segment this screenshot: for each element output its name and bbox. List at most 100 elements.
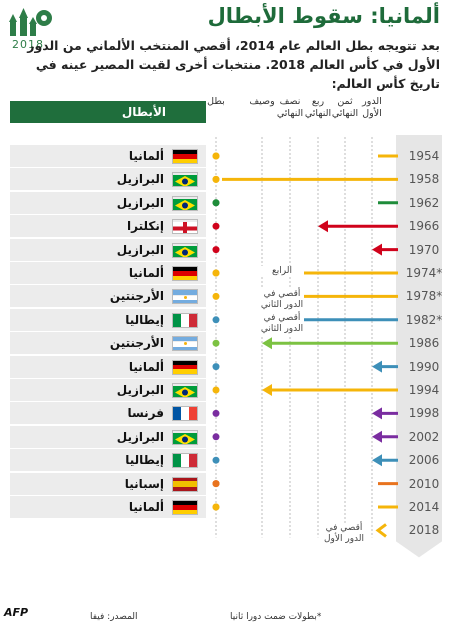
italy-flag-icon bbox=[172, 453, 198, 469]
brazil-flag-icon bbox=[172, 429, 198, 445]
team-name: الأرجنتين bbox=[109, 289, 164, 304]
arrow-head bbox=[372, 430, 382, 443]
footnote: *بطولات ضمت دورا ثانيا bbox=[230, 612, 322, 622]
champion-row: البرازيل bbox=[10, 238, 206, 261]
year-label: 1958 bbox=[408, 172, 440, 187]
champion-row: إسبانيا bbox=[10, 472, 206, 495]
year-label: 2014 bbox=[408, 500, 440, 514]
england-flag-icon bbox=[172, 219, 198, 235]
team-name: ألمانيا bbox=[128, 149, 164, 163]
stage-note: الرابع bbox=[260, 266, 304, 277]
world-cup-2018-logo bbox=[9, 8, 52, 36]
champion-dot bbox=[212, 433, 220, 441]
champions-column-header: الأبطال bbox=[10, 101, 206, 123]
france-flag-icon bbox=[172, 406, 198, 422]
year-label: 2018 bbox=[408, 523, 440, 538]
team-name: ألمانيا bbox=[128, 500, 164, 514]
champion-dot bbox=[212, 339, 220, 347]
team-name: إسبانيا bbox=[124, 476, 164, 491]
year-label: 1994 bbox=[408, 383, 440, 397]
year-label: 1962 bbox=[408, 195, 440, 210]
arrows-layer bbox=[212, 152, 398, 538]
stage-note: أقصي في الدور الأول bbox=[322, 523, 366, 546]
champion-dot bbox=[212, 503, 220, 511]
champion-row: ألمانيا bbox=[10, 145, 206, 167]
arrow-head bbox=[262, 384, 272, 396]
champion-row: إنكلترا bbox=[10, 215, 206, 238]
stage-header: ثمن النهائي bbox=[331, 96, 359, 119]
champion-dot bbox=[212, 269, 220, 277]
year-label: 1990 bbox=[408, 359, 440, 374]
stage-grid-layer bbox=[215, 137, 373, 538]
champion-row: البرازيل bbox=[10, 168, 206, 191]
stage-note: أقصي في الدور الثاني bbox=[260, 312, 304, 335]
champion-dot bbox=[212, 409, 220, 417]
source-label: المصدر: فيفا bbox=[90, 612, 138, 622]
chart-background-layer bbox=[396, 135, 442, 558]
champion-row: البرازيل bbox=[10, 425, 206, 448]
arrow-head bbox=[262, 337, 272, 350]
champion-dot bbox=[212, 456, 220, 464]
champion-row: ألمانيا bbox=[10, 262, 206, 284]
champion-row: إيطاليا bbox=[10, 449, 206, 472]
arrow-head bbox=[372, 243, 382, 256]
champion-row: إيطاليا bbox=[10, 308, 206, 331]
stage-header: الدور الأول bbox=[362, 96, 382, 119]
year-label: 1954 bbox=[408, 149, 440, 163]
spain-flag-icon bbox=[172, 476, 198, 492]
team-name: إيطاليا bbox=[125, 312, 164, 327]
team-name: إيطاليا bbox=[125, 453, 164, 468]
champion-row: الأرجنتين bbox=[10, 332, 206, 355]
page-subtitle: بعد تتويجه بطل العالم عام 2014، أقصي الم… bbox=[27, 38, 440, 91]
argentina-flag-icon bbox=[172, 336, 198, 352]
champion-row: الأرجنتين bbox=[10, 285, 206, 308]
stage-note: أقصي في الدور الثاني bbox=[260, 289, 304, 312]
champion-dot bbox=[212, 199, 220, 207]
year-label: 1966 bbox=[408, 219, 440, 234]
champion-row: فرنسا bbox=[10, 402, 206, 425]
champion-dot bbox=[212, 292, 220, 300]
germany-flag-icon bbox=[172, 266, 198, 281]
year-label: 1974* bbox=[405, 266, 443, 280]
page-title: ألمانيا: سقوط الأبطال bbox=[207, 4, 440, 28]
year-label: 1986 bbox=[408, 336, 440, 351]
team-name: الأرجنتين bbox=[109, 336, 164, 351]
champion-dot bbox=[212, 175, 220, 183]
champion-row: البرازيل bbox=[10, 379, 206, 401]
stage-header: وصيف bbox=[249, 96, 275, 107]
year-label: 1978* bbox=[405, 289, 443, 304]
argentina-flag-icon bbox=[172, 289, 198, 305]
years-arrow-background bbox=[396, 135, 442, 558]
champion-dot bbox=[212, 222, 220, 230]
arrow-head bbox=[372, 407, 382, 420]
stage-header: بطل bbox=[207, 96, 225, 107]
brazil-flag-icon bbox=[172, 242, 198, 258]
year-label: 1982* bbox=[405, 312, 443, 327]
year-label: 1970 bbox=[408, 242, 440, 257]
team-name: البرازيل bbox=[116, 383, 164, 397]
champion-dot bbox=[212, 246, 220, 254]
brazil-flag-icon bbox=[172, 195, 198, 211]
year-label: 2010 bbox=[408, 476, 440, 491]
team-name: ألمانيا bbox=[128, 266, 164, 280]
champion-dot bbox=[212, 386, 220, 394]
champion-row: ألمانيا bbox=[10, 355, 206, 378]
team-name: البرازيل bbox=[116, 172, 164, 187]
brazil-flag-icon bbox=[172, 383, 198, 398]
year-label: 2006 bbox=[408, 453, 440, 468]
team-name: البرازيل bbox=[116, 429, 164, 444]
team-name: إنكلترا bbox=[127, 219, 164, 234]
afp-logo: AFP bbox=[4, 606, 29, 619]
champion-row: ألمانيا bbox=[10, 496, 206, 518]
team-name: البرازيل bbox=[116, 242, 164, 257]
champion-dot bbox=[212, 363, 220, 371]
brazil-flag-icon bbox=[172, 172, 198, 188]
year-label: 2002 bbox=[408, 429, 440, 444]
team-name: البرازيل bbox=[116, 195, 164, 210]
stage-header: ربع النهائي bbox=[304, 96, 332, 119]
germany-flag-icon bbox=[172, 149, 198, 164]
italy-flag-icon bbox=[172, 312, 198, 328]
germany-flag-icon bbox=[172, 359, 198, 375]
arrow-head bbox=[372, 360, 382, 373]
